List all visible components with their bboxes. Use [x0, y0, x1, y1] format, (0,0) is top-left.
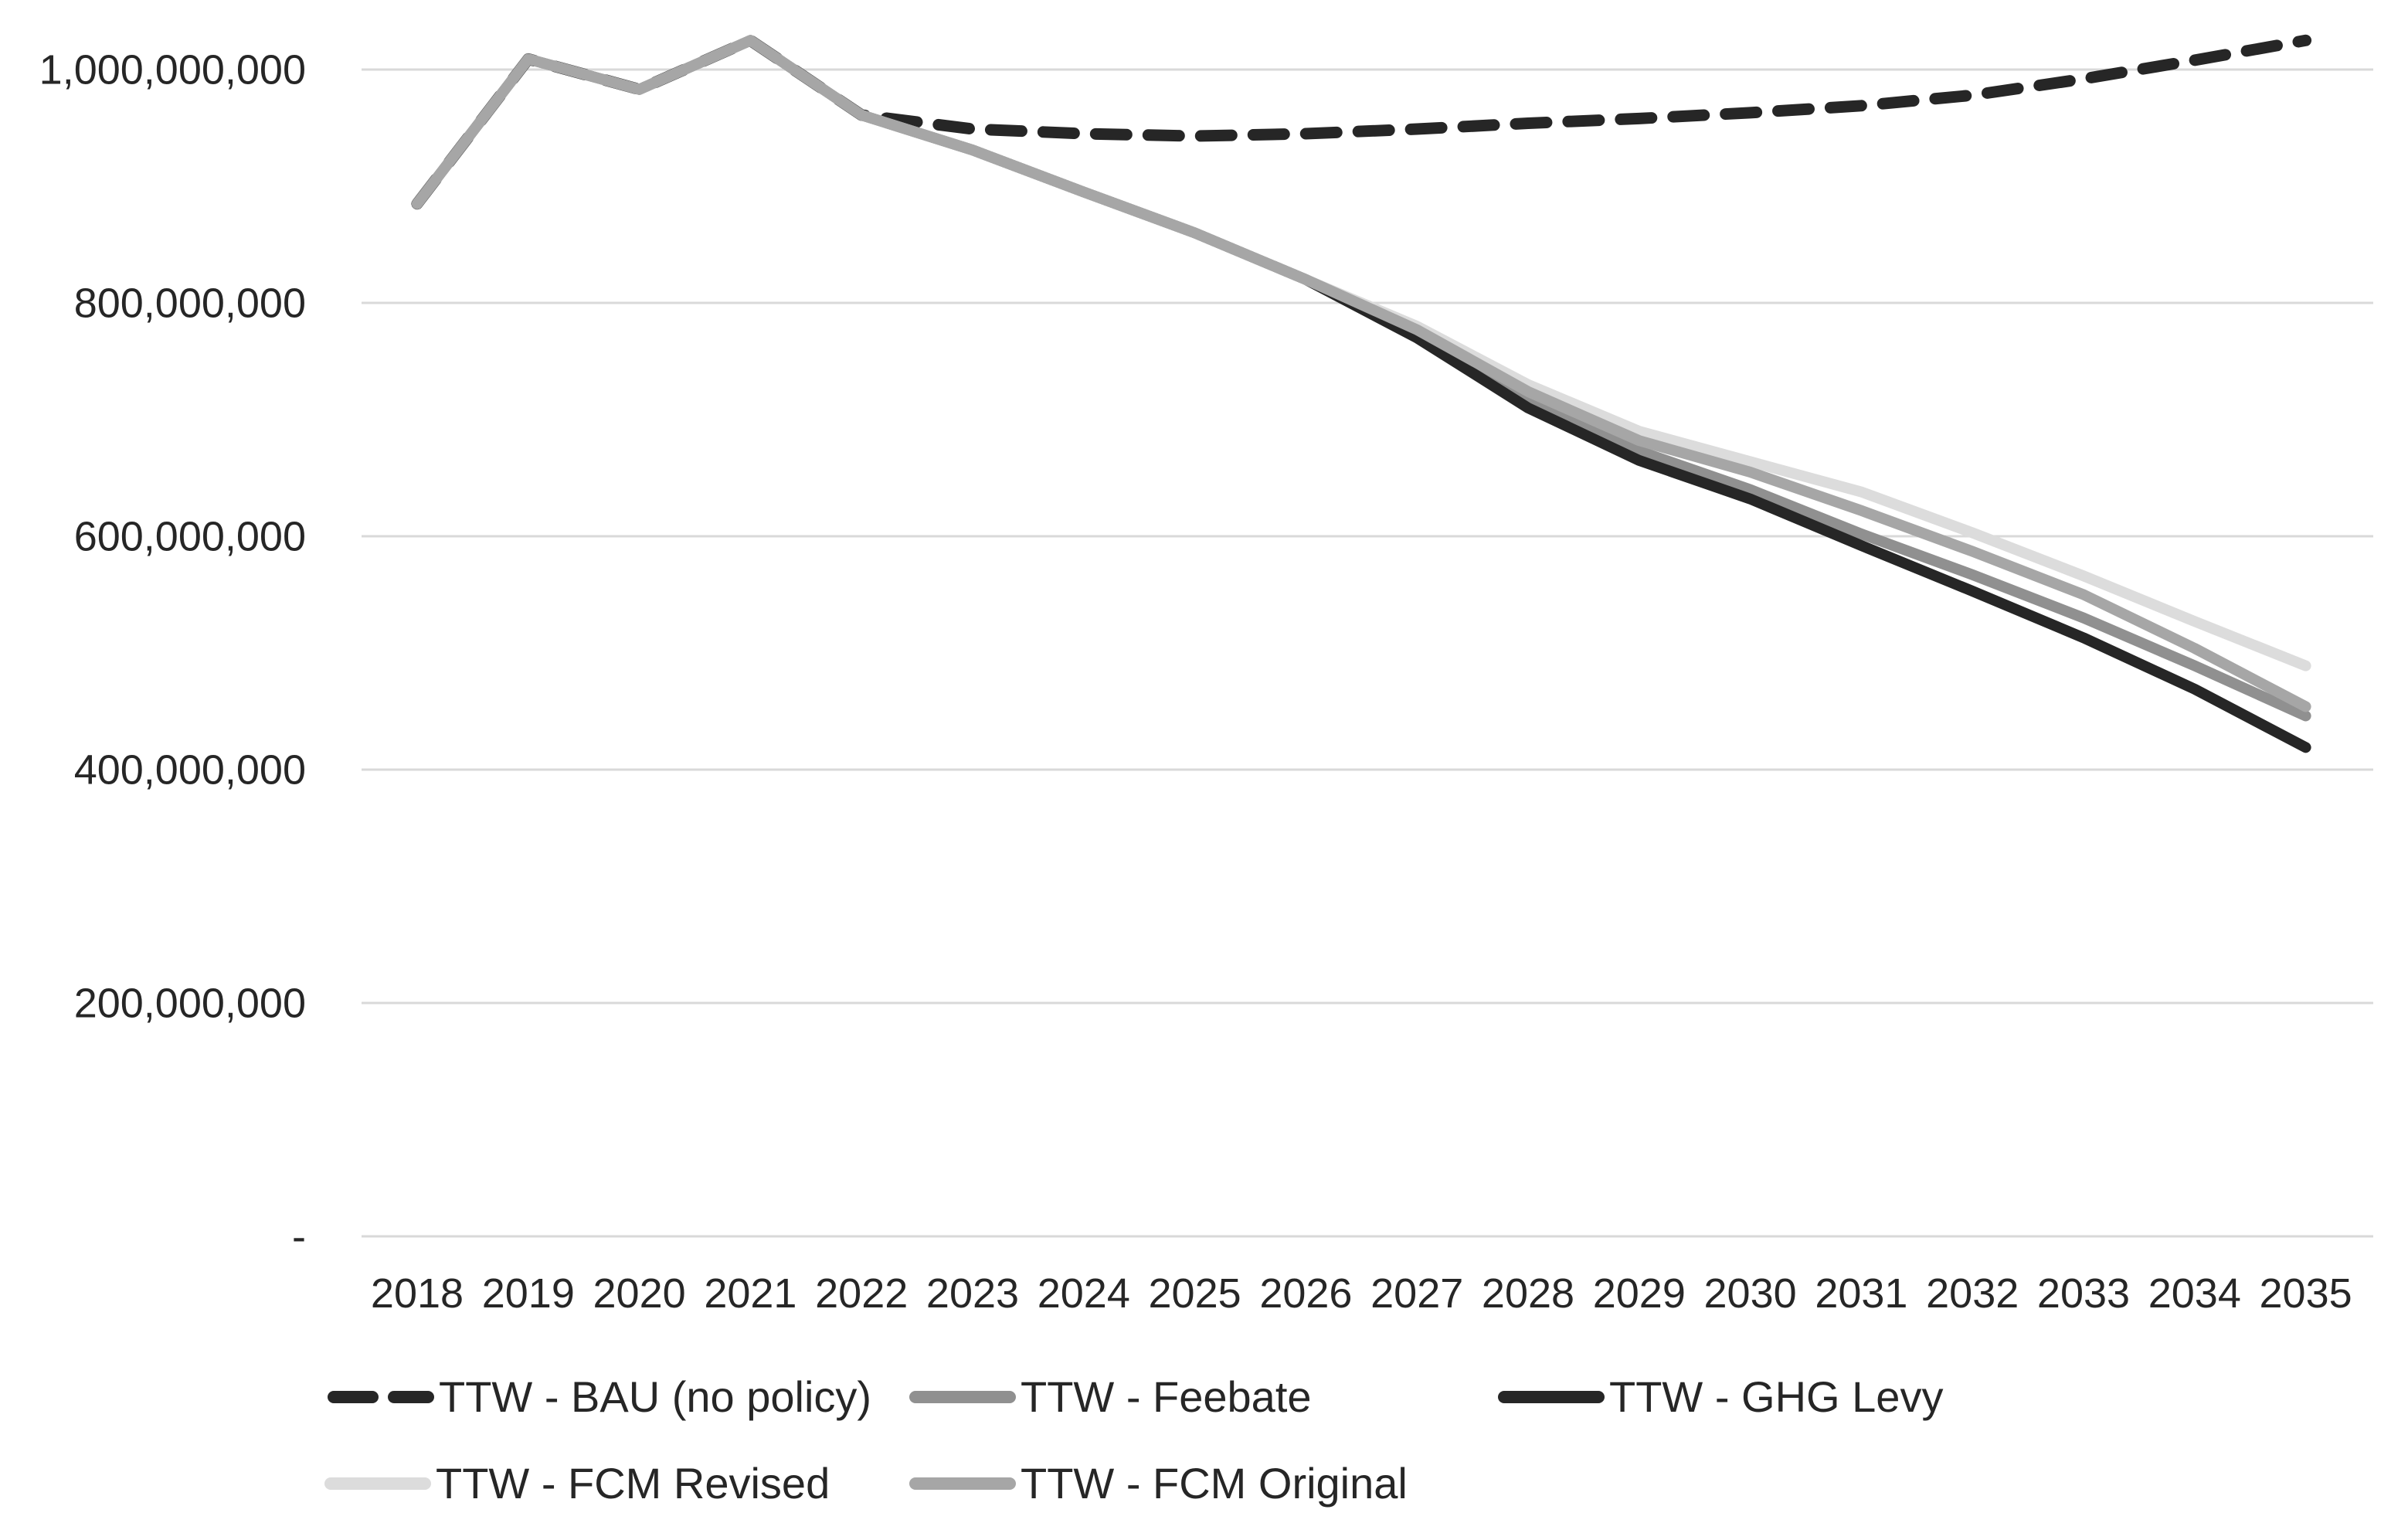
legend-label-ttw-feebate: TTW - Feebate — [1021, 1372, 1312, 1421]
x-axis-label: 2030 — [1704, 1270, 1797, 1317]
legend: TTW - BAU (no policy) TTW - Feebate TTW - … — [324, 1372, 1943, 1508]
x-axis-label: 2032 — [1926, 1270, 2019, 1317]
x-axis-label: 2026 — [1259, 1270, 1352, 1317]
x-axis-label: 2035 — [2260, 1270, 2352, 1317]
series-line-ttw-ghg-levy — [412, 35, 2311, 753]
y-axis-label: 200,000,000 — [74, 980, 306, 1026]
legend-label-ttw-fcm-original: TTW - FCM Original — [1021, 1459, 1408, 1508]
y-axis-label: 600,000,000 — [74, 513, 306, 559]
x-axis-label: 2031 — [1815, 1270, 1907, 1317]
x-axis-label: 2022 — [815, 1270, 908, 1317]
y-axis-label: 800,000,000 — [74, 280, 306, 326]
x-axis-label: 2023 — [926, 1270, 1019, 1317]
x-axis-label: 2024 — [1038, 1270, 1130, 1317]
y-axis-label: 1,000,000,000 — [39, 46, 306, 93]
legend-label-ttw-bau-no-policy: TTW - BAU (no policy) — [439, 1372, 871, 1421]
x-axis-label: 2020 — [593, 1270, 686, 1317]
x-axis-label: 2021 — [704, 1270, 796, 1317]
x-axis-label: 2033 — [2037, 1270, 2130, 1317]
legend-label-ttw-ghg-levy: TTW - GHG Levy — [1609, 1372, 1943, 1421]
gridlines — [362, 68, 2373, 1238]
y-axis-label: - — [292, 1213, 306, 1260]
series-lines — [411, 34, 2312, 753]
x-axis-label: 2029 — [1593, 1270, 1686, 1317]
x-axis-label: 2018 — [371, 1270, 464, 1317]
x-axis-labels: 2018 2019 2020 2021 2022 2023 2024 2025 2026 2027… — [371, 1270, 2352, 1317]
x-axis-label: 2025 — [1149, 1270, 1241, 1317]
x-axis-label: 2027 — [1370, 1270, 1463, 1317]
y-axis-labels: - 200,000,000 400,000,000 600,000,000 800,00… — [39, 46, 306, 1260]
x-axis-label: 2034 — [2148, 1270, 2241, 1317]
y-axis-label: 400,000,000 — [74, 746, 306, 793]
x-axis-label: 2028 — [1482, 1270, 1574, 1317]
legend-label-ttw-fcm-revised: TTW - FCM Revised — [436, 1459, 830, 1508]
series-line-ttw-fcm-original — [412, 35, 2311, 712]
x-axis-label: 2019 — [482, 1270, 575, 1317]
